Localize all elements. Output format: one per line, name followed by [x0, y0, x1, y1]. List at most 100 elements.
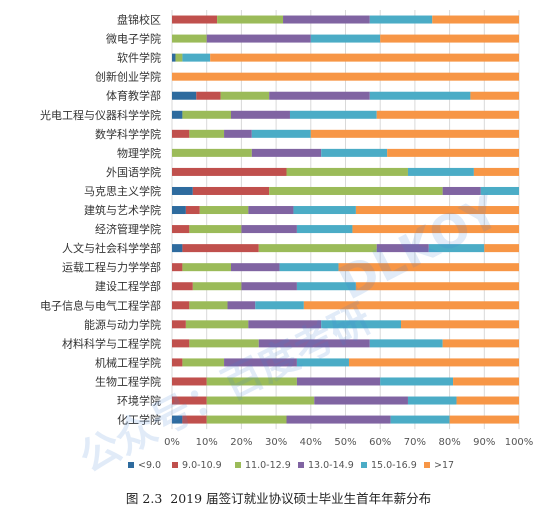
bar-segment	[206, 415, 287, 424]
bar-segment	[172, 129, 190, 138]
bar-segment	[172, 301, 190, 310]
bar-segment	[248, 206, 294, 215]
figure-title: 2019 届签订就业协议硕士毕业生首年年薪分布	[170, 491, 432, 506]
category-label: 外国语学院	[106, 165, 161, 179]
bar-segment	[172, 167, 287, 176]
bar-segment	[352, 225, 519, 234]
bar-segment	[206, 396, 315, 405]
bar-segment	[283, 15, 370, 24]
legend-label: 11.0-12.9	[245, 460, 291, 471]
category-label: 马克思主义学院	[84, 184, 161, 198]
bar-segment	[210, 53, 520, 62]
legend-label: 15.0-16.9	[371, 460, 417, 471]
bar-segment	[220, 91, 270, 100]
legend-swatch	[172, 462, 178, 468]
bar-segment	[241, 225, 297, 234]
bar-segment	[172, 263, 183, 272]
bar-segment	[369, 91, 471, 100]
x-tick-label: 50%	[334, 437, 356, 448]
bar-segment	[355, 282, 519, 291]
bar-segment	[456, 396, 519, 405]
bar-segment	[289, 110, 377, 119]
bar-segment	[182, 110, 231, 119]
bar-segment	[442, 186, 481, 195]
category-label: 物理学院	[117, 146, 161, 160]
bar-segment	[387, 148, 519, 157]
bar-segment	[296, 282, 356, 291]
bar-segment	[172, 320, 186, 329]
bar-segment	[380, 377, 454, 386]
bar-segment	[428, 244, 485, 253]
bar-segment	[407, 167, 474, 176]
x-tick-label: 80%	[438, 437, 460, 448]
x-tick-labels: 0% 10% 20% 30% 40% 50% 60% 70% 80% 90% 100%	[164, 437, 533, 448]
bar-segment	[449, 415, 519, 424]
bar-segment	[296, 377, 381, 386]
bar-segment	[189, 129, 225, 138]
x-tick-label: 60%	[369, 437, 391, 448]
bar-segment	[269, 186, 443, 195]
bar-segment	[442, 339, 519, 348]
bar-segment	[286, 415, 391, 424]
bar-segment	[172, 91, 197, 100]
bar-segment	[192, 282, 242, 291]
bar-segment	[310, 129, 519, 138]
bar-segment	[172, 282, 193, 291]
category-label: 体育教学部	[106, 89, 161, 103]
bar-segment	[453, 377, 519, 386]
category-label: 运载工程与力学学部	[62, 260, 161, 274]
bar-segment	[293, 206, 356, 215]
bar-segment	[189, 301, 228, 310]
x-tick-label: 90%	[473, 437, 495, 448]
bar-segment	[484, 244, 519, 253]
bar-segment	[470, 91, 519, 100]
bar-segment	[182, 415, 207, 424]
category-label: 盘锦校区	[117, 13, 161, 27]
bar-segment	[369, 339, 443, 348]
category-label: 材料科学与工程学院	[62, 336, 161, 350]
bar-segment	[251, 148, 322, 157]
bar-segment	[172, 339, 190, 348]
bar-segment	[230, 110, 290, 119]
category-label: 创新创业学院	[95, 70, 161, 84]
bar-segment	[172, 110, 183, 119]
legend-label: <9.0	[138, 460, 161, 471]
category-label: 化工学院	[117, 413, 161, 427]
x-tick-label: 40%	[300, 437, 322, 448]
bar-segment	[296, 225, 353, 234]
x-tick-label: 30%	[265, 437, 287, 448]
figure-caption: 图 2.3 2019 届签订就业协议硕士毕业生首年年薪分布	[0, 488, 557, 507]
bar-segment	[348, 358, 519, 367]
x-tick-label: 70%	[404, 437, 426, 448]
bar-segment	[172, 396, 207, 405]
bar-segment	[314, 396, 408, 405]
legend-label: >17	[434, 460, 454, 471]
bar-segment	[182, 263, 231, 272]
bar-segment	[172, 206, 186, 215]
bar-segment	[217, 15, 284, 24]
bar-segment	[248, 320, 322, 329]
legend-label: 9.0-10.9	[182, 460, 222, 471]
category-label: 光电工程与仪器科学学院	[40, 108, 161, 122]
legend-label: 13.0-14.9	[308, 460, 354, 471]
bar-segment	[303, 301, 519, 310]
bar-segment	[369, 15, 433, 24]
bar-segment	[230, 263, 280, 272]
legend-swatch	[361, 462, 367, 468]
x-tick-label: 100%	[505, 437, 534, 448]
bar-segment	[338, 263, 519, 272]
bar-segment	[251, 129, 311, 138]
bar-segment	[199, 206, 249, 215]
x-tick-label: 20%	[230, 437, 252, 448]
bar-segment	[172, 377, 207, 386]
bar-segment	[189, 225, 242, 234]
bar-segment	[241, 282, 297, 291]
bar-segment	[206, 34, 311, 43]
bar-segment	[182, 244, 259, 253]
bar-segment	[321, 148, 388, 157]
x-tick-label: 0%	[164, 437, 180, 448]
bar-segment	[172, 53, 176, 62]
bar-segment	[258, 339, 370, 348]
category-label: 建筑与艺术学院	[84, 203, 161, 217]
